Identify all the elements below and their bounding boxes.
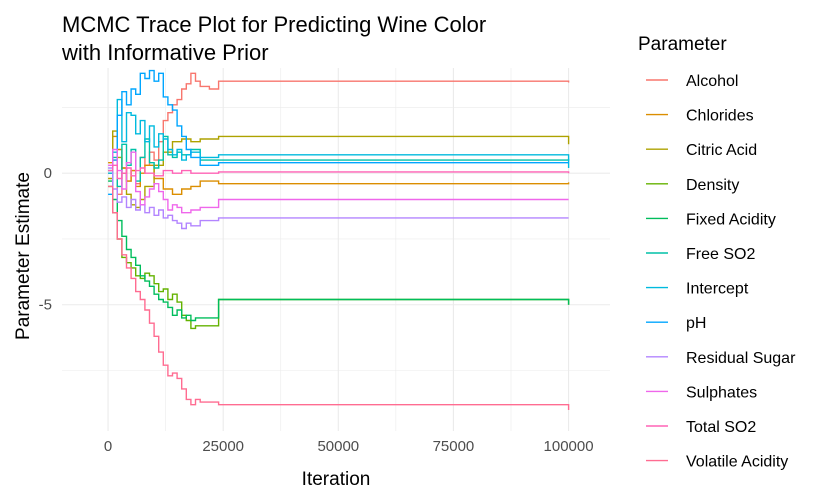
y-axis-label: Parameter Estimate [13,172,34,340]
legend-label-total-so2: Total SO2 [686,419,756,436]
legend-label-ph: pH [686,315,706,332]
series-line-ph [108,69,569,195]
legend-label-density: Density [686,177,739,194]
grid-lines [62,68,610,431]
series-line-total-so2 [108,164,570,180]
series-lines [108,69,570,410]
x-tick-label: 25000 [202,438,244,455]
x-tick-label: 75000 [433,438,475,455]
x-axis-label: Iteration [302,469,371,490]
legend-label-residual-sugar: Residual Sugar [686,350,796,367]
legend-label-sulphates: Sulphates [686,384,757,401]
legend-title: Parameter [638,34,727,55]
legend-label-chlorides: Chlorides [686,108,754,125]
axis-ticks: 0 25000 50000 75000 100000 0 -5 [39,165,594,455]
series-line-sulphates [108,148,569,214]
legend-label-alcohol: Alcohol [686,73,738,90]
legend-items: Alcohol Chlorides Citric Acid Density Fixed … [646,73,796,471]
x-tick-label: 100000 [544,438,594,455]
series-line-residual-sugar [108,167,569,230]
chart-title-line-2: with Informative Prior [61,40,269,65]
chart-title-line-1: MCMC Trace Plot for Predicting Wine Colo… [62,12,486,37]
legend-label-fixed-acidity: Fixed Acidity [686,211,776,228]
legend-label-intercept: Intercept [686,281,749,298]
x-tick-label: 0 [104,438,112,455]
legend-label-citric-acid: Citric Acid [686,142,757,159]
legend: Parameter Alcohol Chlorides Citric Acid Den… [638,34,796,471]
series-line-fixed-acidity [108,180,570,322]
x-tick-label: 50000 [317,438,359,455]
series-line-volatile-acidity [108,185,570,410]
legend-label-volatile-acidity: Volatile Acidity [686,454,788,471]
y-tick-label: -5 [39,297,52,314]
y-tick-label: 0 [44,165,52,182]
legend-label-free-so2: Free SO2 [686,246,755,263]
